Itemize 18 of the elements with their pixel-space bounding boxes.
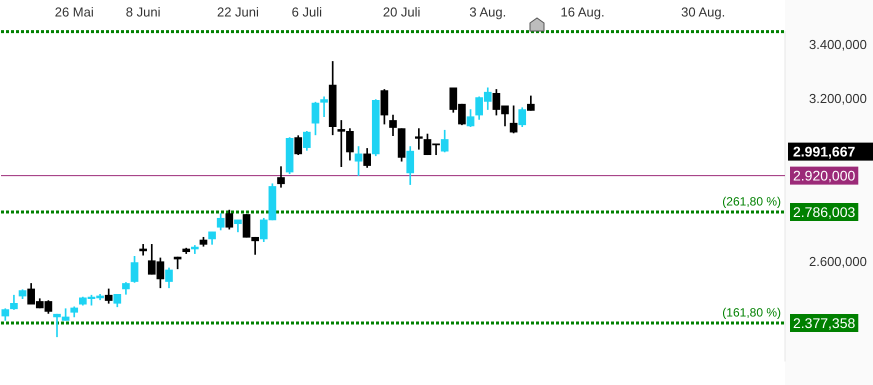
x-tick-label: 22 Juni: [216, 4, 259, 20]
candlestick: [320, 96, 328, 117]
annotation: (161,80 %): [722, 305, 781, 320]
y-tick-label: 2.600,000: [809, 254, 867, 270]
x-tick-label: 8 Juni: [126, 4, 161, 20]
ref-line-label: 2.920,000: [793, 167, 856, 184]
y-tick-label: 3.400,000: [809, 36, 867, 52]
ref-line-label: 2.786,003: [793, 204, 856, 220]
x-tick-label: 26 Mai: [54, 4, 94, 20]
x-tick-label: 6 Juli: [292, 4, 322, 20]
x-tick-label: 3 Aug.: [469, 4, 506, 20]
y-tick-label: 3.200,000: [809, 91, 867, 106]
x-tick-label: 16 Aug.: [560, 4, 605, 20]
annotation: (261,80 %): [722, 194, 781, 208]
x-tick-label: 30 Aug.: [681, 4, 726, 20]
text: 2.991,667: [793, 143, 856, 160]
x-tick-label: 20 Juli: [382, 4, 421, 20]
ref-line-label: 2.377,358: [793, 314, 856, 331]
